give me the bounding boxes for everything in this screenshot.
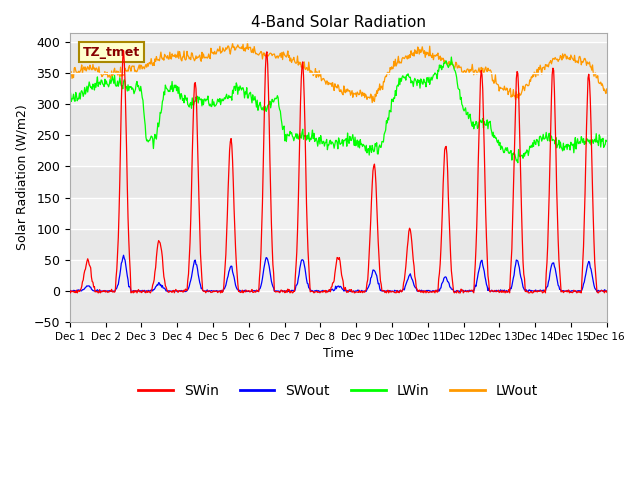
Bar: [70, 104, 607, 135]
Bar: [70, 228, 607, 260]
Bar: [70, 167, 607, 198]
X-axis label: Time: Time: [323, 348, 354, 360]
Bar: [70, 42, 607, 73]
Legend: SWin, SWout, LWin, LWout: SWin, SWout, LWin, LWout: [132, 378, 544, 403]
Bar: [70, 291, 607, 322]
Text: TZ_tmet: TZ_tmet: [83, 46, 140, 59]
Title: 4-Band Solar Radiation: 4-Band Solar Radiation: [251, 15, 426, 30]
Y-axis label: Solar Radiation (W/m2): Solar Radiation (W/m2): [15, 105, 28, 250]
